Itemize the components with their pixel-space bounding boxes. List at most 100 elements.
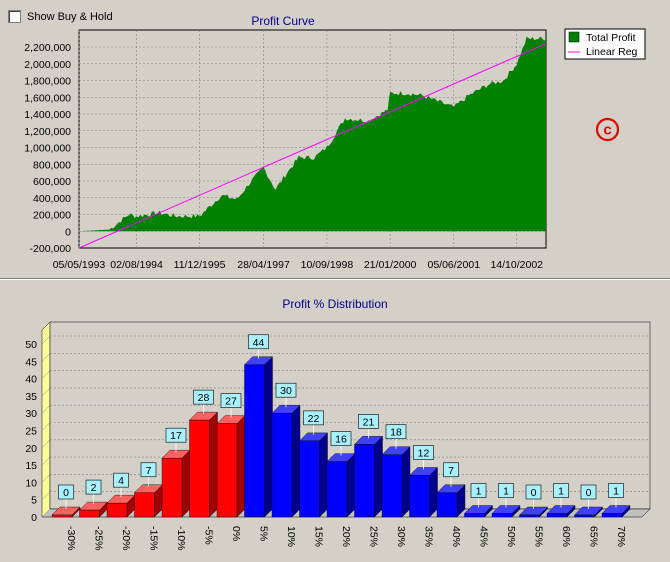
svg-text:0: 0: [531, 487, 537, 499]
x-tick-label: 40%: [450, 526, 462, 547]
checkbox-icon[interactable]: [8, 10, 21, 23]
data-label: 17: [165, 427, 187, 453]
x-tick-label: 70%: [615, 526, 627, 547]
x-tick-label: 10%: [285, 526, 297, 547]
svg-text:4: 4: [118, 475, 124, 487]
y-tick-label: 800,000: [33, 159, 71, 171]
data-label: 1: [608, 483, 624, 508]
y-tick-label: 0: [65, 226, 71, 238]
y-tick-label: 0: [31, 512, 37, 524]
grid-line-wall: [41, 491, 51, 500]
grid-line-wall: [41, 508, 51, 518]
svg-text:27: 27: [225, 396, 237, 408]
x-tick-label: 65%: [588, 526, 600, 547]
y-tick-label: 1,600,000: [24, 92, 71, 104]
x-tick-label: -10%: [175, 526, 187, 551]
data-label: 0: [525, 484, 542, 509]
bar: [464, 505, 493, 518]
data-label: 18: [385, 424, 407, 449]
svg-text:44: 44: [253, 337, 265, 349]
x-tick-label: -15%: [148, 526, 160, 551]
y-tick-label: 20: [25, 443, 37, 455]
back-wall-left: [41, 321, 51, 518]
grid-line-wall: [41, 370, 51, 379]
x-tick-label: -20%: [120, 526, 132, 551]
y-tick-label: 2,200,000: [24, 42, 71, 54]
show-buy-hold-label: Show Buy & Hold: [27, 10, 113, 23]
y-tick-label: 1,400,000: [24, 109, 71, 121]
bar: [326, 453, 356, 518]
x-tick-label: 14/10/2002: [490, 259, 543, 271]
x-tick-label: 35%: [423, 526, 435, 547]
y-tick-label: 5: [31, 495, 37, 507]
data-label: 16: [330, 431, 352, 456]
profit-curve-chart: Profit Curve -200,000 0 200,000 400,000 600,…: [24, 14, 646, 271]
x-tick-label: 02/08/1994: [110, 259, 163, 271]
bar: [381, 446, 411, 518]
distribution-panel: Profit % Distribution 0 5 10 15 20 25 30 35 40 45…: [0, 282, 670, 562]
x-tick-label: 50%: [505, 526, 517, 547]
y-tick-label: 45: [25, 356, 37, 368]
x-tick-label: 30%: [395, 526, 407, 547]
x-tick-label: 5%: [258, 526, 270, 541]
y-tick-label: 40: [25, 374, 37, 386]
x-tick-label: -5%: [203, 526, 215, 545]
bar: [134, 484, 163, 518]
bar: [519, 506, 548, 518]
data-label: 4: [113, 472, 129, 498]
data-label: 1: [553, 483, 569, 508]
copyright-logo-icon: c: [595, 117, 620, 142]
bar: [436, 484, 466, 518]
svg-text:0: 0: [63, 487, 69, 499]
x-tick-label: 20%: [340, 526, 352, 547]
data-label: 44: [248, 334, 269, 359]
x-tick-label: 05/05/1993: [53, 259, 106, 271]
svg-text:7: 7: [146, 465, 152, 477]
show-buy-hold-checkbox[interactable]: Show Buy & Hold: [8, 10, 113, 23]
total-profit-area: [79, 36, 546, 232]
svg-text:1: 1: [613, 486, 619, 498]
x-tick-label: 60%: [560, 526, 572, 547]
bar: [79, 501, 108, 518]
data-label: 27: [220, 393, 242, 418]
y-tick-label: 200,000: [33, 210, 71, 222]
y-tick-label: 1,000,000: [24, 143, 71, 155]
legend-total-profit: Total Profit: [586, 32, 636, 44]
y-tick-label: 15: [25, 460, 37, 472]
grid-line-wall: [41, 474, 51, 483]
bar: [216, 415, 246, 518]
x-tick-label: 15%: [313, 526, 325, 547]
svg-text:16: 16: [335, 434, 347, 446]
x-tick-label: 55%: [533, 526, 545, 547]
profit-distribution-chart: Profit % Distribution 051015202530354045…: [25, 297, 651, 551]
svg-text:c: c: [603, 122, 611, 139]
svg-text:7: 7: [448, 465, 454, 477]
y-tick-label: 50: [25, 339, 37, 351]
data-label: 1: [498, 483, 514, 508]
svg-text:28: 28: [198, 392, 210, 404]
bar: [354, 435, 383, 518]
bar: [491, 505, 521, 518]
bar: [574, 506, 603, 518]
x-tick-label: 21/01/2000: [364, 259, 417, 271]
bar: [161, 449, 191, 518]
data-label: 21: [358, 414, 379, 439]
grid-line-wall: [41, 456, 51, 466]
svg-text:30: 30: [280, 385, 292, 397]
svg-text:18: 18: [390, 427, 402, 439]
data-label: 12: [413, 445, 434, 470]
y-tick-label: 25: [25, 426, 37, 438]
bar: [601, 505, 631, 518]
grid-line-wall: [41, 405, 51, 414]
x-tick-label: 10/09/1998: [301, 259, 354, 271]
x-tick-label: 05/06/2001: [427, 259, 480, 271]
grid-line-wall: [41, 422, 51, 431]
legend: Total Profit Linear Reg: [564, 28, 646, 60]
bar: [409, 466, 438, 518]
bar: [271, 404, 301, 518]
grid-line-wall: [41, 335, 51, 345]
bar: [106, 494, 136, 518]
data-label: 7: [443, 462, 459, 487]
svg-text:1: 1: [503, 486, 509, 498]
legend-swatch-total-profit: [568, 31, 580, 43]
